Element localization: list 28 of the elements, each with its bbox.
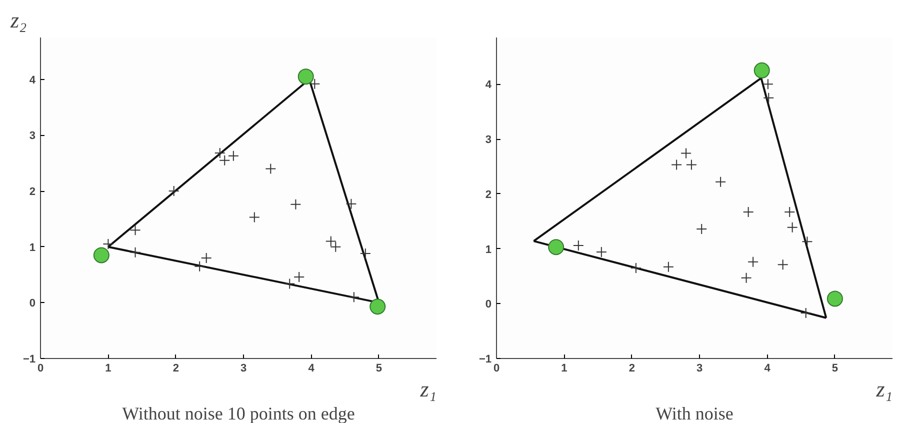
y-tick-label: −1 xyxy=(22,354,36,366)
y-tick-label: 4 xyxy=(485,79,492,92)
text: With noise xyxy=(656,404,734,423)
x-tick-label: 1 xyxy=(105,362,112,374)
x-tick-label: 2 xyxy=(628,362,635,374)
y-tick-label: 3 xyxy=(29,130,36,142)
x-tick-label: 1 xyxy=(561,362,568,374)
y-tick-label: 3 xyxy=(485,134,492,146)
y-tick-label: 2 xyxy=(485,188,492,201)
x-tick-label: 0 xyxy=(493,362,500,374)
y-axis-title: z₂ xyxy=(10,8,28,32)
x-tick-label: 4 xyxy=(764,362,772,374)
x-tick-label: 2 xyxy=(172,362,179,374)
x-axis-title: z₁ xyxy=(875,376,893,402)
x-axis-title: z₁ xyxy=(419,376,437,402)
x-tick-label: 3 xyxy=(696,362,703,374)
y-tick-label: 4 xyxy=(29,74,36,86)
y-tick-label: 0 xyxy=(485,298,492,311)
y-tick-label: 2 xyxy=(29,186,36,198)
y-tick-label: 1 xyxy=(29,242,36,254)
y-tick-label: −1 xyxy=(478,354,492,366)
x-tick-label: 3 xyxy=(240,362,247,374)
y-tick-label: 0 xyxy=(29,298,36,310)
x-tick-label: 5 xyxy=(376,362,382,374)
x-tick-label: 4 xyxy=(308,362,316,374)
y-tick-label: 1 xyxy=(485,244,492,256)
x-tick-label: 5 xyxy=(832,362,838,374)
x-tick-label: 0 xyxy=(37,362,44,374)
